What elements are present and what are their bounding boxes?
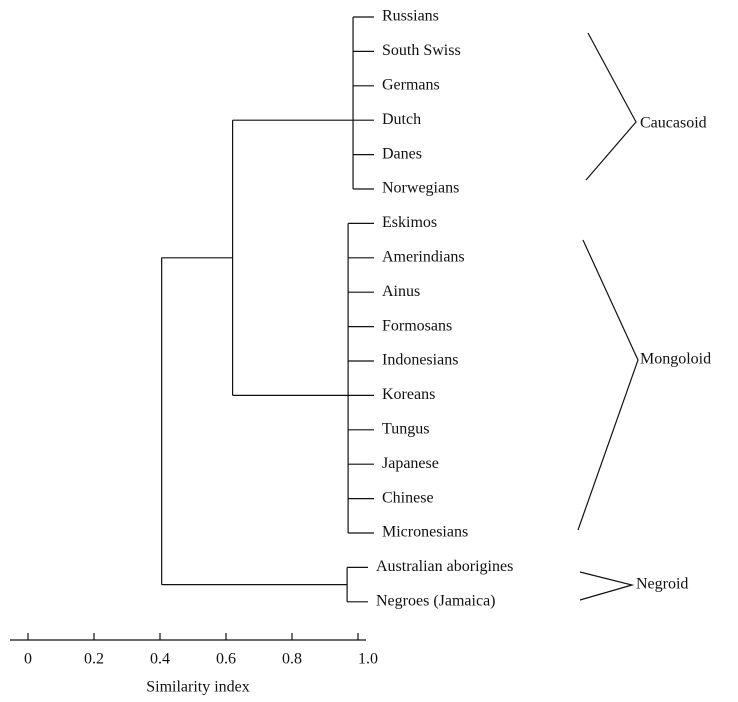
leaf-label: Micronesians: [382, 524, 468, 541]
leaf-label: Dutch: [382, 111, 421, 128]
x-tick-label: 0.4: [150, 651, 170, 668]
group-bracket: [585, 32, 637, 181]
group-label: Negroid: [636, 576, 688, 593]
leaf-label: Japanese: [382, 455, 439, 472]
group-bracket: [577, 239, 639, 531]
x-tick-label: 0: [24, 651, 32, 668]
leaf-label: Danes: [382, 145, 422, 162]
leaf-label: Eskimos: [382, 214, 437, 231]
group-label: Caucasoid: [640, 115, 707, 132]
leaf-label: Negroes (Jamaica): [376, 592, 496, 609]
group-bracket: [579, 571, 635, 601]
leaf-label: Tungus: [382, 420, 429, 437]
leaf-label: Norwegians: [382, 180, 459, 197]
x-tick-label: 0.2: [84, 651, 104, 668]
x-axis-label: Similarity index: [146, 679, 250, 696]
leaf-label: Chinese: [382, 489, 434, 506]
leaf-label: Formosans: [382, 317, 452, 334]
leaf-label: South Swiss: [382, 42, 461, 59]
x-tick-label: 1.0: [358, 651, 378, 668]
x-tick-label: 0.8: [282, 651, 302, 668]
leaf-label: Russians: [382, 8, 439, 25]
leaf-label: Amerindians: [382, 248, 465, 265]
leaf-label: Australian aborigines: [376, 558, 513, 575]
leaf-label: Ainus: [382, 283, 420, 300]
leaf-label: Indonesians: [382, 352, 458, 369]
leaf-label: Koreans: [382, 386, 435, 403]
leaf-label: Germans: [382, 76, 440, 93]
group-label: Mongoloid: [640, 351, 711, 368]
x-tick-label: 0.6: [216, 651, 236, 668]
